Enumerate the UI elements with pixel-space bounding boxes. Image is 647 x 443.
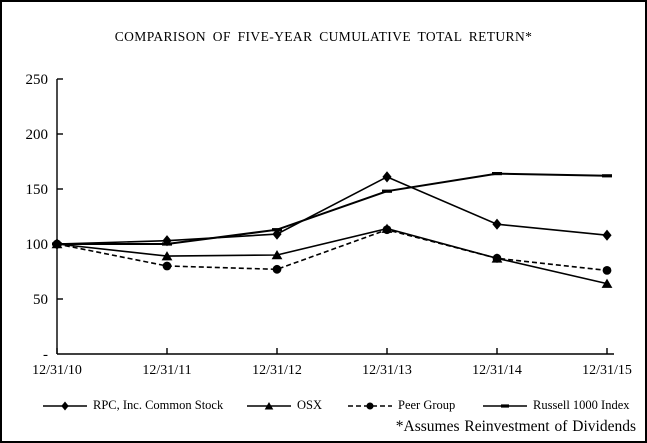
legend-marker-circle (366, 401, 374, 410)
series-line-2 (56, 228, 608, 272)
legend-swatch-graphic (247, 401, 291, 409)
y-tick-label: - (43, 347, 48, 363)
legend-swatch-graphic (348, 401, 392, 410)
legend-marker-dash (501, 403, 509, 408)
legend-swatch-graphic (483, 403, 527, 408)
circle-marker (272, 264, 282, 274)
dash-marker (52, 242, 62, 246)
series-line-3 (57, 172, 608, 245)
legend-item-rpc: RPC, Inc. Common Stock (42, 398, 223, 413)
diamond-marker (492, 218, 502, 230)
dash-marker (492, 172, 502, 176)
circle-marker (492, 253, 502, 263)
diamond-line-legend-icon (42, 399, 88, 413)
legend-label-osx: OSX (297, 398, 323, 412)
legend-label-peer-group: Peer Group (398, 398, 456, 412)
y-tick-label: 100 (26, 237, 49, 253)
solid-line-legend-icon (482, 399, 528, 413)
x-tick-label: 12/31/12 (252, 363, 302, 378)
series-line-0 (56, 176, 608, 245)
x-tick-label: 12/31/15 (582, 363, 632, 378)
legend-label-rpc: RPC, Inc. Common Stock (93, 398, 224, 412)
legend-item-russell: Russell 1000 Index (482, 398, 630, 413)
legend-item-osx: OSX (246, 398, 322, 413)
triangle-line-legend-icon (246, 399, 292, 413)
dash-marker (382, 189, 392, 193)
circle-marker (602, 266, 612, 275)
triangle-marker (271, 250, 283, 260)
x-tick-label: 12/31/11 (142, 363, 191, 378)
y-tick-label: 150 (26, 182, 49, 198)
circle-marker (382, 225, 392, 235)
y-tick-label: 250 (26, 72, 49, 88)
triangle-marker (161, 251, 173, 261)
legend-marker-diamond (61, 401, 69, 410)
legend-swatch-graphic (43, 401, 87, 410)
y-tick-label: 50 (33, 292, 48, 308)
legend-label-russell: Russell 1000 Index (533, 398, 630, 412)
diamond-marker (382, 171, 392, 183)
series-line-1 (56, 227, 608, 285)
chart-title: COMPARISON OF FIVE-YEAR CUMULATIVE TOTAL… (114, 29, 533, 44)
x-tick-label: 12/31/10 (32, 363, 82, 378)
legend-item-peer-group: Peer Group (347, 398, 455, 413)
footnote: *Assumes Reinvestment of Dividends (395, 418, 636, 435)
circle-marker (162, 261, 172, 271)
triangle-marker (601, 278, 613, 288)
dash-marker (272, 228, 282, 232)
circle-dashed-line-legend-icon (347, 399, 393, 413)
y-tick-label: 200 (26, 127, 49, 143)
dash-marker (162, 242, 172, 246)
dash-marker (602, 174, 612, 178)
x-tick-label: 12/31/13 (362, 363, 412, 378)
diamond-marker (602, 229, 612, 241)
x-tick-label: 12/31/14 (472, 363, 522, 378)
legend-marker-triangle (264, 401, 274, 409)
